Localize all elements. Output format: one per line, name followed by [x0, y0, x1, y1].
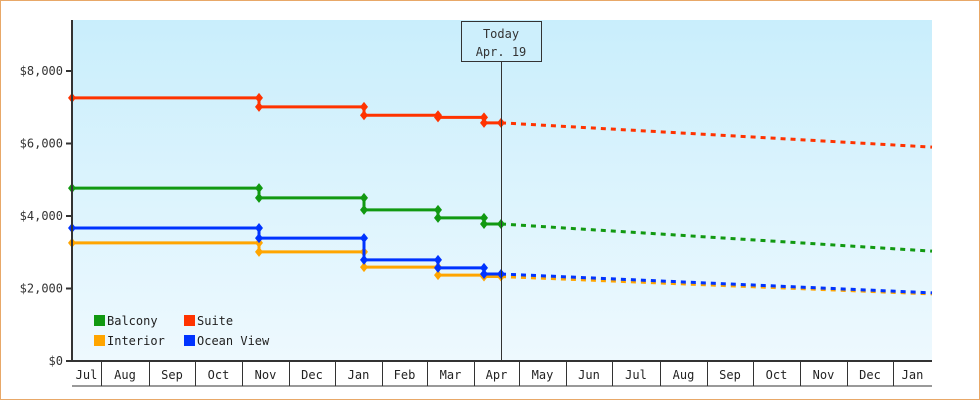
- x-tick-label: Dec: [301, 368, 323, 382]
- x-tick-label: Jun: [578, 368, 600, 382]
- legend-item-balcony: Balcony: [94, 314, 158, 328]
- data-point: [360, 101, 368, 112]
- data-point: [360, 233, 368, 244]
- data-point: [360, 262, 368, 273]
- x-tick-label: Jul: [625, 368, 647, 382]
- data-point: [360, 204, 368, 215]
- data-point: [480, 218, 488, 229]
- data-point: [480, 112, 488, 123]
- data-point: [360, 254, 368, 265]
- x-tick-label: Oct: [208, 368, 230, 382]
- x-tick-label: Aug: [673, 368, 695, 382]
- data-point: [434, 270, 442, 281]
- legend: Balcony Suite Interior Ocean View: [94, 314, 270, 348]
- data-point: [255, 183, 263, 194]
- legend-swatch: [94, 315, 105, 326]
- x-tick-label: Dec: [859, 368, 881, 382]
- today-marker: Today Apr. 19: [461, 21, 542, 361]
- x-tick-label: Oct: [766, 368, 788, 382]
- data-point: [434, 212, 442, 223]
- legend-item-suite: Suite: [184, 314, 233, 328]
- legend-swatch: [94, 335, 105, 346]
- data-point: [434, 254, 442, 265]
- x-tick-label: Sep: [161, 368, 183, 382]
- x-tick-label: Mar: [440, 368, 462, 382]
- legend-item-ocean-view: Ocean View: [184, 334, 270, 348]
- data-point: [434, 262, 442, 273]
- data-point: [480, 117, 488, 128]
- data-point: [360, 110, 368, 121]
- series-layer: [68, 92, 933, 296]
- series-ocean-view: [68, 222, 933, 295]
- legend-item-interior: Interior: [94, 334, 165, 348]
- x-axis: Jul Aug Sep Oct Nov Dec Jan Feb Mar Apr May Jun Jul A…: [71, 360, 932, 387]
- legend-swatch: [184, 335, 195, 346]
- legend-swatch: [184, 315, 195, 326]
- x-tick-label: Nov: [255, 368, 277, 382]
- today-label: Today: [483, 27, 519, 41]
- y-tick-label: $8,000: [20, 64, 63, 78]
- data-point: [480, 212, 488, 223]
- y-tick-label: $0: [49, 354, 63, 368]
- series-suite: [68, 92, 933, 149]
- data-point: [255, 233, 263, 244]
- x-tick-label: Sep: [719, 368, 741, 382]
- x-tick-label: May: [532, 368, 554, 382]
- x-tick-label: Nov: [813, 368, 835, 382]
- data-point: [255, 92, 263, 103]
- data-point: [480, 262, 488, 273]
- data-point: [480, 269, 488, 279]
- y-tick-label: $6,000: [20, 137, 63, 151]
- legend-label: Interior: [107, 334, 165, 348]
- x-tick-label: Apr: [486, 368, 508, 382]
- data-point: [434, 204, 442, 215]
- x-tick-label: Jan: [902, 368, 924, 382]
- legend-label: Ocean View: [197, 334, 270, 348]
- legend-label: Suite: [197, 314, 233, 328]
- data-point: [434, 112, 442, 123]
- y-axis: $0 $2,000 $4,000 $6,000 $8,000: [20, 20, 73, 368]
- y-tick-label: $4,000: [20, 209, 63, 223]
- x-tick-label: Aug: [114, 368, 136, 382]
- today-date: Apr. 19: [476, 45, 527, 59]
- data-point: [255, 222, 263, 233]
- data-point: [255, 246, 263, 257]
- x-tick-label: Jul: [76, 368, 98, 382]
- data-point: [360, 192, 368, 203]
- x-tick-label: Jan: [348, 368, 370, 382]
- data-point: [255, 101, 263, 112]
- data-point: [255, 192, 263, 203]
- legend-label: Balcony: [107, 314, 158, 328]
- x-tick-label: Feb: [394, 368, 416, 382]
- y-tick-label: $2,000: [20, 282, 63, 296]
